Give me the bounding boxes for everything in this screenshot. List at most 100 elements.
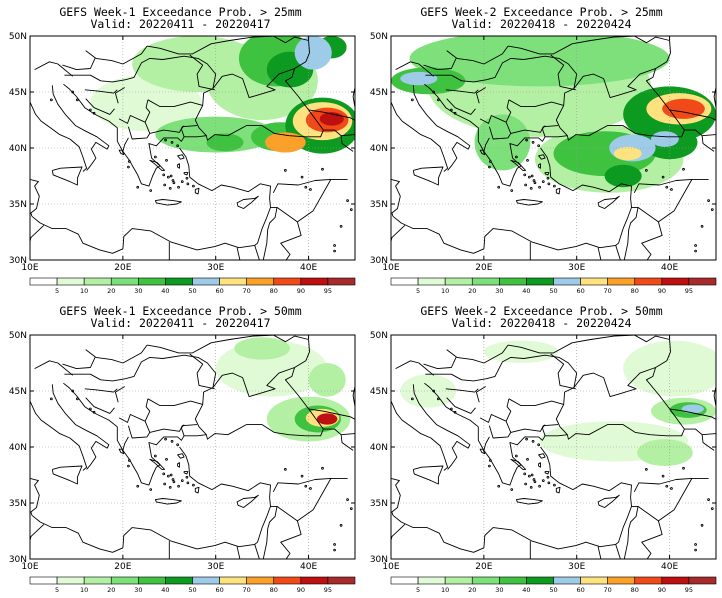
small-island bbox=[530, 174, 534, 178]
small-island bbox=[309, 188, 312, 191]
colorbar-label: 70 bbox=[243, 586, 251, 594]
country-border bbox=[395, 61, 434, 77]
colorbar-label: 60 bbox=[576, 287, 584, 295]
country-border bbox=[340, 434, 354, 451]
y-tick-label: 50N bbox=[370, 331, 388, 341]
small-island bbox=[532, 478, 536, 481]
small-island bbox=[531, 440, 535, 443]
small-island bbox=[537, 144, 540, 148]
coastline bbox=[51, 465, 83, 485]
island bbox=[118, 149, 125, 156]
small-island bbox=[180, 180, 184, 183]
colorbar-swatch bbox=[499, 576, 527, 585]
country-border bbox=[84, 388, 118, 393]
map-week1-50mm: 30N 35N 40N 45N 50N 10E 20E 30E 40E 5 10 20 30 40 50 60… bbox=[9, 331, 356, 594]
coastline bbox=[713, 386, 716, 407]
colorbar-label: 90 bbox=[658, 287, 666, 295]
panel-week2-50mm: GEFS Week-2 Exceedance Prob. > 50mm Vali… bbox=[361, 299, 722, 598]
small-island bbox=[127, 464, 130, 468]
country-border bbox=[114, 87, 125, 104]
island bbox=[555, 187, 561, 195]
colorbar-label: 50 bbox=[549, 586, 557, 594]
colorbar-label: 90 bbox=[297, 586, 305, 594]
probability-contour bbox=[409, 36, 670, 87]
x-tick-label: 10E bbox=[382, 562, 399, 572]
island bbox=[194, 486, 200, 494]
y-tick-label: 35N bbox=[9, 200, 27, 210]
probability-contour bbox=[623, 340, 716, 397]
y-tick-label: 40N bbox=[9, 443, 27, 453]
small-island bbox=[700, 524, 704, 527]
small-island bbox=[172, 480, 176, 484]
island bbox=[183, 172, 189, 176]
colorbar-label: 10 bbox=[80, 586, 88, 594]
small-island bbox=[529, 186, 533, 190]
colorbar-label: 80 bbox=[631, 287, 639, 295]
x-tick-label: 40E bbox=[661, 562, 678, 572]
country-border bbox=[146, 36, 277, 55]
small-island bbox=[432, 90, 436, 94]
country-border bbox=[446, 344, 509, 364]
small-island bbox=[526, 457, 529, 461]
small-island bbox=[525, 138, 528, 142]
coastline bbox=[391, 477, 401, 516]
small-island bbox=[523, 472, 527, 476]
small-island bbox=[682, 167, 685, 171]
small-island bbox=[163, 183, 166, 187]
colorbar-label: 5 bbox=[416, 586, 420, 594]
small-island bbox=[531, 141, 535, 144]
colorbar-label: 10 bbox=[441, 586, 449, 594]
small-island bbox=[349, 507, 353, 510]
coastline bbox=[412, 85, 471, 171]
country-border bbox=[273, 335, 310, 368]
colorbar-label: 10 bbox=[441, 287, 449, 295]
colorbar: 5 10 20 30 40 50 60 70 80 90 95 bbox=[29, 576, 356, 594]
coastline bbox=[31, 514, 124, 553]
country-border bbox=[147, 398, 203, 407]
small-island bbox=[169, 473, 173, 477]
small-island bbox=[127, 165, 130, 169]
country-border bbox=[391, 224, 406, 244]
coastline bbox=[391, 101, 449, 172]
colorbar-swatch bbox=[29, 576, 58, 585]
small-island bbox=[665, 484, 669, 488]
country-border bbox=[146, 335, 277, 354]
small-island bbox=[532, 179, 536, 182]
small-island bbox=[177, 185, 180, 189]
small-island bbox=[333, 543, 336, 546]
country-border bbox=[276, 179, 332, 223]
panel-week1-50mm: GEFS Week-1 Exceedance Prob. > 50mm Vali… bbox=[0, 299, 361, 598]
country-border bbox=[701, 434, 715, 451]
country-border bbox=[149, 125, 198, 134]
coastlines-borders bbox=[391, 335, 716, 559]
small-island bbox=[185, 475, 189, 479]
colorbar-swatch bbox=[417, 277, 446, 286]
country-border bbox=[85, 397, 115, 414]
panel-week2-25mm: GEFS Week-2 Exceedance Prob. > 25mm Vali… bbox=[361, 0, 722, 299]
island bbox=[236, 494, 259, 508]
probability-contour bbox=[294, 36, 332, 70]
small-island bbox=[162, 472, 166, 476]
coastline bbox=[352, 87, 355, 108]
island bbox=[154, 498, 182, 505]
small-island bbox=[71, 389, 75, 393]
coastline bbox=[391, 400, 449, 471]
country-border bbox=[30, 523, 45, 543]
country-border bbox=[85, 344, 148, 364]
country-border bbox=[633, 477, 709, 493]
colorbar-swatch bbox=[444, 277, 473, 286]
small-island bbox=[661, 474, 665, 478]
colorbar-swatch bbox=[29, 277, 58, 286]
colorbar-swatch bbox=[634, 277, 663, 286]
colorbar-label: 60 bbox=[215, 287, 223, 295]
country-border bbox=[483, 137, 490, 152]
small-island bbox=[530, 473, 534, 477]
small-island bbox=[339, 225, 343, 228]
coastline bbox=[51, 384, 110, 470]
country-border bbox=[633, 178, 709, 194]
colorbar-label: 30 bbox=[495, 586, 503, 594]
colorbar-swatch bbox=[526, 277, 554, 286]
country-border bbox=[634, 36, 671, 69]
country-border bbox=[550, 353, 576, 390]
country-border bbox=[423, 357, 457, 370]
